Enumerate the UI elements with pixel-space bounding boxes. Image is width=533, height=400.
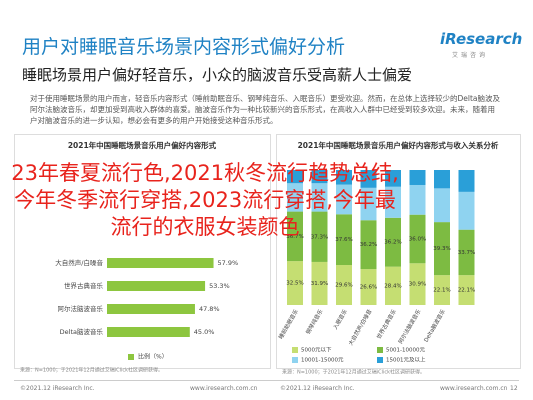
bar-segment: [434, 222, 450, 276]
footer-copyright: ©2021.12 iResearch Inc.: [20, 385, 95, 392]
bar-segment: [385, 186, 401, 218]
bar-segment: [311, 183, 328, 212]
right-panel: [276, 134, 521, 369]
legend-swatch: [292, 347, 298, 353]
value-label: 39.3%: [433, 246, 450, 252]
bar-segment: [287, 211, 303, 262]
bar-segment: [287, 170, 303, 184]
value-label: 31.9%: [311, 281, 328, 287]
category-label: 钢琴纯音乐: [304, 307, 325, 335]
legend-label: 比例（%）: [138, 353, 168, 361]
bar-segment: [409, 170, 426, 185]
value-label: 36.2%: [360, 242, 377, 248]
source: 来源：N=1000；于2021年12月通过艾瑞iClick社区调研获得。: [20, 367, 163, 374]
page-title: 用户对睡眠音乐场景内容形式偏好分析: [22, 36, 346, 58]
bar-segment: [336, 214, 352, 266]
value-label: 36.7%: [286, 234, 303, 240]
value-label: 53.3%: [209, 282, 230, 290]
bar: [107, 304, 195, 314]
bar-segment: [287, 183, 303, 212]
subtitle: 睡眠场景用户偏好轻音乐，小众的脑波音乐受高薪人士偏爱: [22, 66, 413, 84]
bar-segment: [409, 214, 426, 264]
value-label: 57.9%: [218, 259, 239, 267]
bar: [107, 327, 190, 337]
footer-site: www.iresearch.com.cn: [190, 385, 258, 392]
legend-label: 10001-15000元: [301, 357, 344, 364]
value-label: 36.0%: [409, 236, 426, 242]
legend-label: 5000元以下: [301, 347, 332, 354]
bar-segment: [336, 184, 352, 215]
legend-swatch: [377, 347, 383, 353]
bar-segment: [336, 265, 352, 305]
chart-title: 2021年中国睡眠场景音乐用户偏好内容形式与收入关系分析: [298, 140, 499, 150]
logo: iResearch: [440, 30, 523, 48]
value-label: 28.4%: [384, 283, 401, 289]
bar-segment: [434, 170, 450, 189]
legend-label: 5001-10000元: [386, 347, 425, 354]
bar-segment: [458, 275, 475, 305]
bar: [107, 258, 214, 268]
legend-swatch: [128, 354, 134, 360]
legend-swatch: [377, 357, 383, 363]
bar-segment: [458, 191, 475, 230]
bar-segment: [434, 275, 450, 305]
bar-segment: [311, 211, 328, 262]
bar-segment: [360, 187, 377, 221]
bar-segment: [311, 261, 328, 305]
footer-copyright: ©2021.12 iResearch Inc.: [280, 385, 355, 392]
overlay-text: 23年春夏流行色,2021秋冬流行趋势总结,今年冬季流行穿搭,2023流行穿搭,…: [11, 161, 399, 239]
value-label: 47.8%: [199, 305, 220, 313]
chart-title: 2021年中国睡眠场景音乐用户偏好内容形式: [68, 140, 217, 150]
value-label: 37.3%: [311, 234, 328, 240]
category-label: 入眠音乐: [331, 307, 349, 330]
category-label: 睡前助眠音乐: [277, 307, 301, 340]
bar-segment: [311, 170, 328, 184]
bar-segment: [409, 184, 426, 215]
source: 来源：N=1000；于2021年12月通过艾瑞iClick社区调研获得。: [282, 369, 425, 376]
left-panel: [14, 134, 271, 369]
bar-segment: [434, 188, 450, 223]
category-label: 阿尔法脑波音乐: [396, 307, 422, 345]
footer-line: [14, 380, 519, 381]
value-label: 22.1%: [433, 288, 450, 294]
value-label: 33.7%: [458, 250, 475, 256]
bar-segment: [458, 229, 475, 276]
bar-segment: [409, 263, 426, 305]
value-label: 37.6%: [335, 237, 352, 243]
category-label: Delta脑波音乐: [60, 327, 104, 336]
legend-label: 15001元及以上: [386, 356, 426, 364]
bar-segment: [385, 266, 401, 305]
bar-segment: [385, 170, 401, 187]
bar-segment: [336, 170, 352, 185]
value-label: 22.1%: [458, 288, 475, 294]
bar-segment: [360, 269, 377, 305]
category-label: 大自然声/白噪音: [55, 258, 103, 267]
logo-sub: 艾瑞咨询: [452, 52, 489, 59]
bar-segment: [385, 217, 401, 267]
value-label: 26.6%: [360, 285, 377, 291]
value-label: 45.0%: [194, 328, 215, 336]
category-label: 阿尔法脑波音乐: [58, 304, 104, 313]
page-number: 12: [510, 385, 518, 392]
value-label: 32.5%: [286, 281, 303, 287]
footer-site: www.iresearch.com.cn: [440, 385, 508, 392]
bar: [107, 281, 206, 291]
value-label: 29.6%: [335, 283, 352, 289]
value-label: 36.2%: [384, 240, 401, 246]
bar-segment: [287, 261, 303, 305]
bar-segment: [360, 220, 377, 270]
bar-segment: [458, 170, 475, 192]
category-label: 世界古典音乐: [64, 281, 104, 290]
body-text: 对于使用睡眠场景的用户而言，轻音乐内容形式（睡前助眠音乐、钢琴纯音乐、入眠音乐）…: [30, 94, 501, 125]
bar-segment: [360, 170, 377, 188]
category-label: Delta脑波音乐: [422, 307, 448, 343]
legend-swatch: [292, 357, 298, 363]
value-label: 30.9%: [409, 282, 426, 288]
category-label: 世界古典音乐: [375, 307, 399, 340]
category-label: 大自然声/白噪音: [346, 307, 373, 346]
